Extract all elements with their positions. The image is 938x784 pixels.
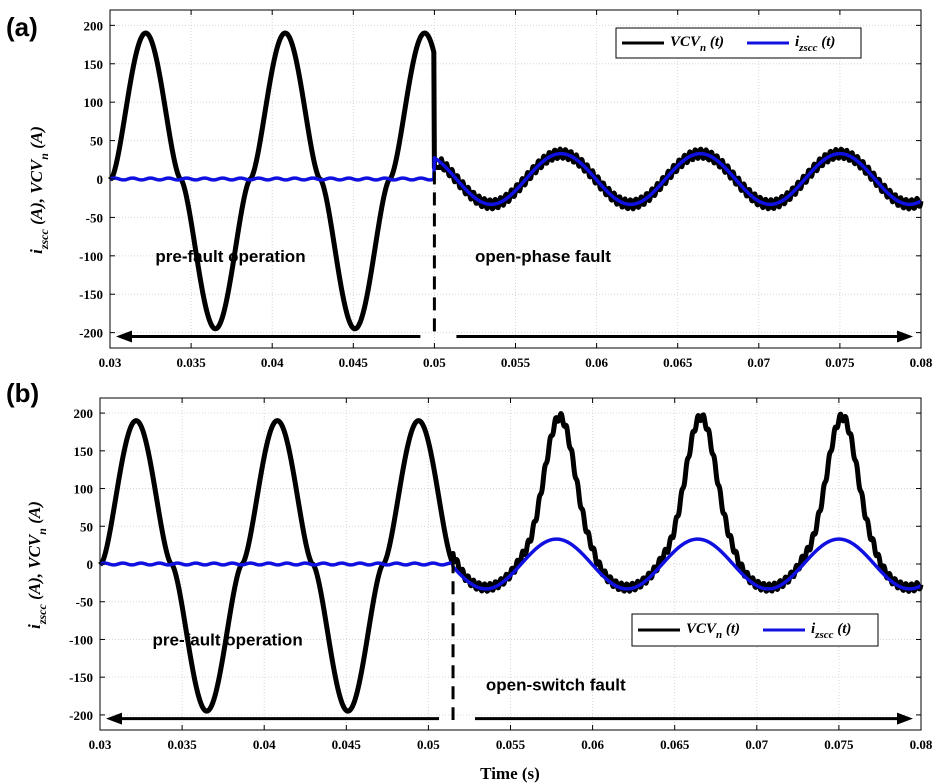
series-b (98, 411, 924, 714)
x-tick-label: 0.06 (581, 737, 604, 752)
x-tick-label: 0.055 (501, 355, 531, 370)
y-tick-label: 100 (74, 482, 94, 497)
x-tick-label: 0.07 (745, 737, 768, 752)
x-tick-label: 0.045 (339, 355, 369, 370)
x-tick-label: 0.07 (747, 355, 770, 370)
annotation-label: open-switch fault (486, 676, 626, 695)
series-line-izscc (108, 151, 923, 207)
ticks-a: 0.03 0.035 0.04 0.045 0.05 0.055 0.06 0.065 0.07… (79, 10, 933, 370)
y-tick-label: -50 (76, 595, 93, 610)
x-tick-label: 0.035 (167, 737, 197, 752)
annotations-b: pre-fault operation open-switch fault (106, 560, 913, 725)
legend-entry-label: izscc (t) (811, 621, 851, 641)
x-tick-label: 0.065 (663, 355, 693, 370)
panel-label-b: (b) (6, 378, 39, 408)
legend-entry-label: VCVn (t) (686, 621, 740, 641)
x-tick-label: 0.04 (253, 737, 276, 752)
arrowhead-left (116, 330, 132, 343)
series-a (108, 30, 924, 332)
x-tick-label: 0.075 (824, 737, 854, 752)
y-tick-label: 150 (84, 57, 104, 72)
y-tick-label: 50 (80, 519, 93, 534)
x-tick-label: 0.08 (910, 737, 933, 752)
arrowhead-left (106, 712, 122, 725)
x-tick-label: 0.055 (496, 737, 526, 752)
y-tick-label: -150 (69, 670, 93, 685)
annotations-a: pre-fault operation open-phase fault (116, 171, 913, 343)
y-tick-label: -150 (79, 287, 103, 302)
panel-label-a: (a) (6, 12, 38, 42)
x-tick-label: 0.075 (825, 355, 855, 370)
legend-entry-label: VCVn (t) (670, 34, 724, 54)
arrowhead-right (897, 712, 913, 725)
panel-a: (a) pre-fault operation open-phase fault … (6, 9, 933, 370)
y-tick-label: -200 (79, 326, 103, 341)
y-tick-label: 200 (74, 406, 94, 421)
ylabel-b: izscc (A), VCVn (A) (25, 501, 49, 629)
x-axis-title-b: Time (s) (480, 764, 540, 783)
y-axis-title: izscc (A), VCVn (A) (27, 126, 51, 254)
ticks-b: 0.03 0.035 0.04 0.045 0.05 0.055 0.06 0.065 0.07… (69, 398, 933, 752)
y-axis-title: izscc (A), VCVn (A) (25, 501, 49, 629)
y-tick-label: 200 (84, 18, 104, 33)
x-tick-label: 0.035 (176, 355, 206, 370)
x-tick-label: 0.08 (910, 355, 933, 370)
arrowhead-right (897, 330, 913, 343)
x-tick-label: 0.06 (585, 355, 608, 370)
y-tick-label: -50 (86, 210, 103, 225)
x-tick-label: 0.065 (660, 737, 690, 752)
x-tick-label: 0.05 (423, 355, 446, 370)
x-tick-label: 0.03 (99, 355, 122, 370)
x-tick-label: 0.04 (261, 355, 284, 370)
x-tick-label: 0.045 (332, 737, 362, 752)
y-tick-label: -100 (79, 249, 103, 264)
annotation-label: open-phase fault (475, 247, 611, 266)
annotation-label: pre-fault operation (155, 247, 305, 266)
y-tick-label: -200 (69, 708, 93, 723)
x-tick-label: 0.05 (417, 737, 440, 752)
y-tick-label: 50 (90, 134, 103, 149)
y-tick-label: 0 (87, 557, 94, 572)
panel-b: (b) pre-fault operation open-switch fault… (6, 378, 933, 783)
legend-a: VCVn (t) izscc (t) (615, 27, 862, 59)
y-tick-label: 100 (84, 95, 104, 110)
legend-entry-label: izscc (t) (795, 34, 835, 54)
y-tick-label: -100 (69, 632, 93, 647)
ylabel-a: izscc (A), VCVn (A) (27, 126, 51, 254)
annotation-label: pre-fault operation (153, 630, 303, 649)
y-tick-label: 0 (97, 172, 104, 187)
legend-b: VCVn (t) izscc (t) (631, 613, 879, 647)
series-line-izscc (98, 537, 923, 591)
x-tick-label: 0.03 (89, 737, 112, 752)
y-tick-label: 150 (74, 444, 94, 459)
